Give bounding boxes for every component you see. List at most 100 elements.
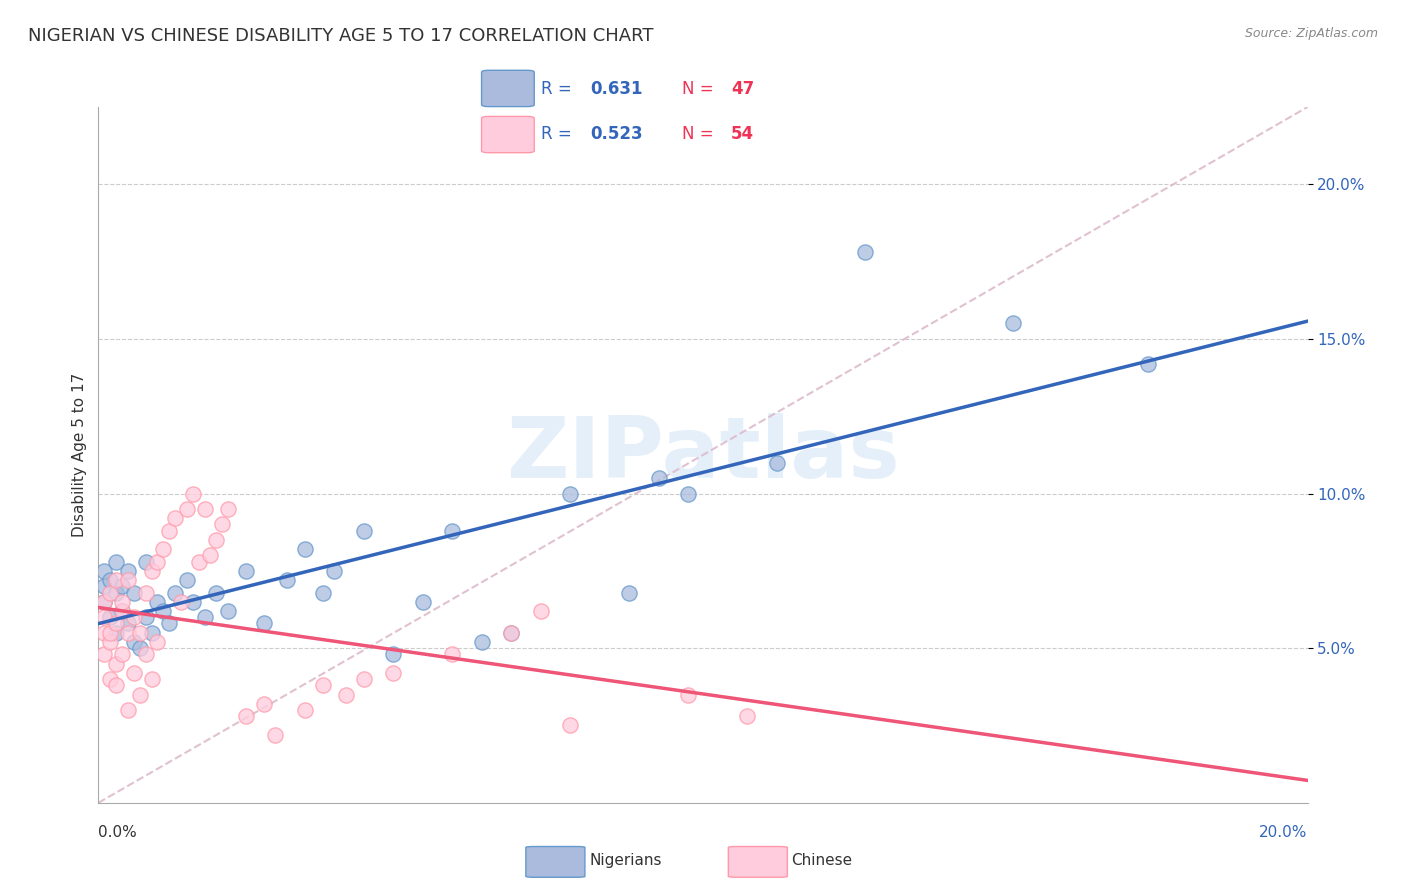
Point: [117, 616, 139, 631]
Point: [235, 709, 257, 723]
Text: 47: 47: [731, 80, 755, 98]
Point: [128, 641, 150, 656]
Point: [181, 595, 204, 609]
FancyBboxPatch shape: [526, 847, 585, 878]
Point: [294, 542, 316, 557]
Point: [765, 456, 787, 470]
Text: 20.0%: 20.0%: [1260, 825, 1308, 840]
Point: [122, 610, 145, 624]
Point: [217, 604, 239, 618]
FancyBboxPatch shape: [728, 847, 787, 878]
Point: [560, 718, 582, 732]
Text: R =: R =: [541, 80, 578, 98]
Point: [111, 579, 134, 593]
Point: [1137, 357, 1160, 371]
Point: [165, 585, 187, 599]
Point: [128, 625, 150, 640]
Point: [471, 635, 494, 649]
Point: [141, 625, 163, 640]
Point: [205, 533, 228, 547]
Point: [276, 573, 298, 587]
Point: [560, 486, 582, 500]
Point: [200, 549, 222, 563]
Point: [135, 648, 157, 662]
Point: [122, 635, 145, 649]
Point: [93, 595, 115, 609]
Point: [93, 595, 115, 609]
Point: [853, 245, 876, 260]
Point: [678, 688, 700, 702]
FancyBboxPatch shape: [481, 70, 534, 107]
Point: [146, 595, 169, 609]
Point: [105, 555, 128, 569]
Point: [93, 610, 115, 624]
Text: 0.631: 0.631: [591, 80, 643, 98]
Point: [735, 709, 758, 723]
Point: [194, 502, 217, 516]
Point: [157, 616, 180, 631]
Point: [187, 555, 209, 569]
Text: Source: ZipAtlas.com: Source: ZipAtlas.com: [1244, 27, 1378, 40]
Point: [111, 648, 134, 662]
Point: [235, 564, 257, 578]
Point: [117, 703, 139, 717]
Point: [128, 688, 150, 702]
Point: [311, 585, 333, 599]
Point: [323, 564, 346, 578]
Point: [501, 625, 523, 640]
Point: [441, 524, 464, 538]
Point: [146, 635, 169, 649]
Point: [205, 585, 228, 599]
Point: [98, 573, 121, 587]
Text: 0.0%: 0.0%: [98, 825, 138, 840]
Point: [98, 672, 121, 686]
Point: [170, 595, 193, 609]
Point: [412, 595, 434, 609]
Text: N =: N =: [682, 80, 718, 98]
Text: NIGERIAN VS CHINESE DISABILITY AGE 5 TO 17 CORRELATION CHART: NIGERIAN VS CHINESE DISABILITY AGE 5 TO …: [28, 27, 654, 45]
Point: [117, 625, 139, 640]
Point: [105, 585, 128, 599]
Point: [93, 579, 115, 593]
Point: [165, 511, 187, 525]
Point: [194, 610, 217, 624]
Point: [152, 604, 174, 618]
Point: [141, 672, 163, 686]
Point: [122, 665, 145, 680]
Point: [98, 610, 121, 624]
Point: [252, 616, 274, 631]
Text: 54: 54: [731, 125, 754, 143]
Point: [135, 610, 157, 624]
Point: [619, 585, 641, 599]
Point: [111, 604, 134, 618]
Point: [648, 471, 671, 485]
Point: [105, 678, 128, 692]
Point: [98, 585, 121, 599]
Point: [105, 625, 128, 640]
Point: [311, 678, 333, 692]
Point: [117, 573, 139, 587]
Point: [264, 728, 287, 742]
Point: [152, 542, 174, 557]
Point: [176, 573, 198, 587]
Text: R =: R =: [541, 125, 578, 143]
Text: N =: N =: [682, 125, 718, 143]
Point: [294, 703, 316, 717]
Point: [146, 555, 169, 569]
Point: [98, 625, 121, 640]
Point: [93, 648, 115, 662]
Text: ZIPatlas: ZIPatlas: [506, 413, 900, 497]
FancyBboxPatch shape: [481, 117, 534, 153]
Point: [353, 524, 375, 538]
Point: [117, 564, 139, 578]
Point: [530, 604, 553, 618]
Point: [252, 697, 274, 711]
Point: [382, 648, 405, 662]
Point: [93, 564, 115, 578]
Point: [181, 486, 204, 500]
Text: Nigerians: Nigerians: [589, 854, 662, 868]
Point: [105, 573, 128, 587]
Point: [678, 486, 700, 500]
Point: [122, 585, 145, 599]
Point: [135, 585, 157, 599]
